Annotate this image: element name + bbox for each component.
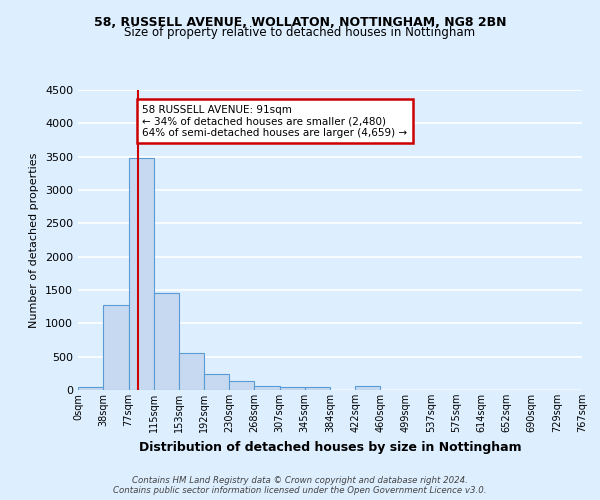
Bar bbox=[204, 374, 229, 390]
Bar bbox=[154, 294, 179, 390]
Bar bbox=[280, 388, 305, 390]
Text: 58, RUSSELL AVENUE, WOLLATON, NOTTINGHAM, NG8 2BN: 58, RUSSELL AVENUE, WOLLATON, NOTTINGHAM… bbox=[94, 16, 506, 29]
Bar bbox=[355, 386, 380, 390]
Text: 58 RUSSELL AVENUE: 91sqm
← 34% of detached houses are smaller (2,480)
64% of sem: 58 RUSSELL AVENUE: 91sqm ← 34% of detach… bbox=[142, 104, 407, 138]
Bar bbox=[179, 352, 204, 390]
X-axis label: Distribution of detached houses by size in Nottingham: Distribution of detached houses by size … bbox=[139, 440, 521, 454]
Bar bbox=[103, 306, 128, 390]
Bar bbox=[128, 158, 154, 390]
Bar bbox=[78, 386, 103, 390]
Bar bbox=[305, 388, 331, 390]
Bar bbox=[254, 386, 280, 390]
Text: Contains HM Land Registry data © Crown copyright and database right 2024.
Contai: Contains HM Land Registry data © Crown c… bbox=[113, 476, 487, 495]
Text: Size of property relative to detached houses in Nottingham: Size of property relative to detached ho… bbox=[124, 26, 476, 39]
Y-axis label: Number of detached properties: Number of detached properties bbox=[29, 152, 40, 328]
Bar bbox=[229, 382, 254, 390]
